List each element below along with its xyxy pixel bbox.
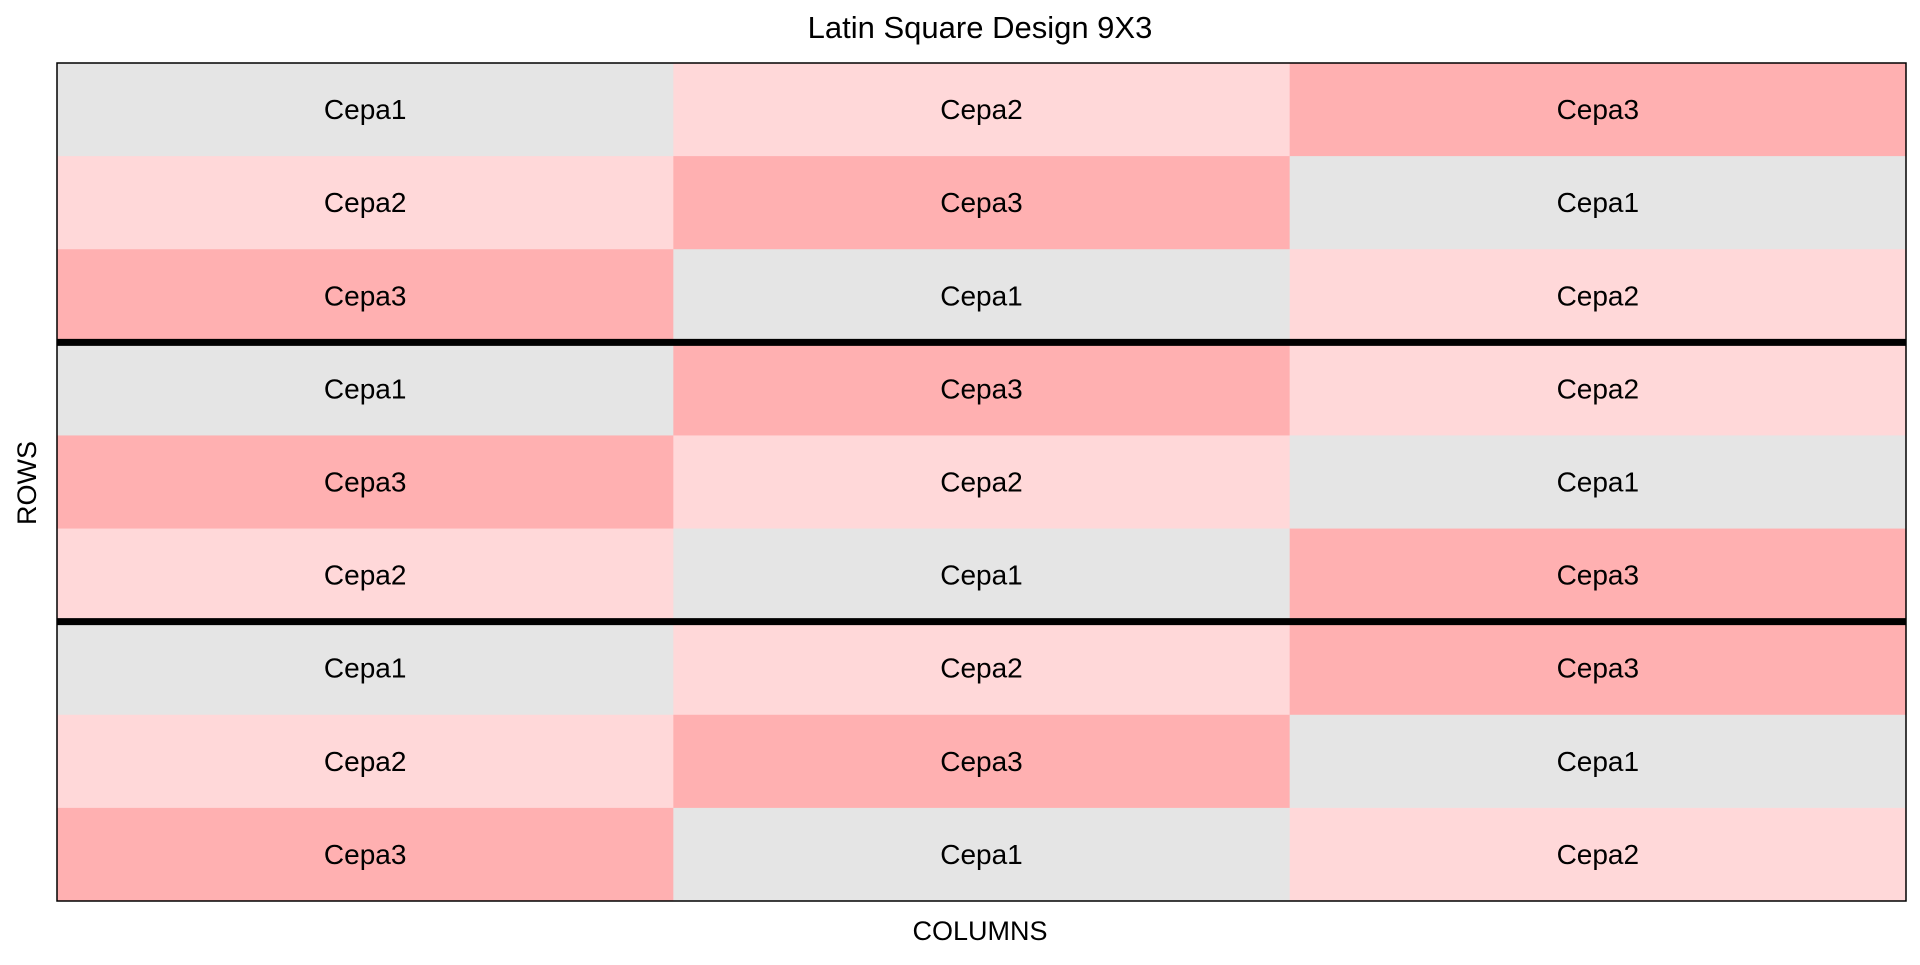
cell-label: Cepa1 (324, 94, 407, 125)
cell-fill (673, 528, 1291, 623)
cell-r5-c2: Cepa2 (673, 435, 1291, 530)
cell-r5-c3: Cepa1 (1289, 435, 1907, 530)
cell-fill (1289, 342, 1907, 436)
cell-r3-c2: Cepa1 (673, 249, 1291, 343)
cell-fill (673, 714, 1291, 809)
cell-label: Cepa3 (324, 467, 407, 498)
cells-layer: Cepa1 Cepa2 Cepa3 Cepa2 Cepa3 Cepa1 Cepa3 Cepa1… (57, 63, 1907, 902)
cell-label: Cepa3 (940, 373, 1023, 404)
cell-fill (1289, 714, 1907, 809)
cell-label: Cepa2 (324, 560, 407, 591)
cell-fill (1289, 528, 1907, 623)
cell-fill (673, 63, 1291, 157)
cell-r4-c2: Cepa3 (673, 342, 1291, 436)
cell-label: Cepa2 (1557, 373, 1640, 404)
cell-label: Cepa3 (940, 746, 1023, 777)
cell-label: Cepa3 (324, 839, 407, 870)
cell-label: Cepa2 (1557, 839, 1640, 870)
cell-fill (57, 63, 674, 157)
cell-label: Cepa1 (940, 560, 1023, 591)
cell-r8-c3: Cepa1 (1289, 714, 1907, 809)
cell-r4-c3: Cepa2 (1289, 342, 1907, 436)
cell-r1-c2: Cepa2 (673, 63, 1291, 157)
cell-fill (673, 156, 1291, 250)
cell-r6-c1: Cepa2 (57, 528, 674, 623)
cell-label: Cepa1 (940, 280, 1023, 311)
cell-fill (673, 621, 1291, 716)
cell-fill (1289, 156, 1907, 250)
y-axis-label: ROWS (12, 441, 42, 525)
cell-r6-c3: Cepa3 (1289, 528, 1907, 623)
cell-r9-c1: Cepa3 (57, 807, 674, 902)
cell-fill (57, 714, 674, 809)
cell-fill (673, 807, 1291, 902)
cell-r3-c1: Cepa3 (57, 249, 674, 343)
cell-fill (1289, 249, 1907, 343)
cell-r2-c2: Cepa3 (673, 156, 1291, 250)
cell-fill (1289, 435, 1907, 530)
cell-label: Cepa1 (324, 653, 407, 684)
x-axis-label: COLUMNS (912, 916, 1047, 946)
cell-r3-c3: Cepa2 (1289, 249, 1907, 343)
cell-label: Cepa1 (1557, 746, 1640, 777)
block-separators (57, 338, 1906, 626)
cell-fill (57, 807, 674, 902)
cell-fill (57, 342, 674, 436)
cell-r2-c3: Cepa1 (1289, 156, 1907, 250)
cell-r1-c3: Cepa3 (1289, 63, 1907, 157)
cell-fill (673, 342, 1291, 436)
cell-fill (1289, 807, 1907, 902)
cell-label: Cepa3 (1557, 560, 1640, 591)
cell-r9-c2: Cepa1 (673, 807, 1291, 902)
cell-r5-c1: Cepa3 (57, 435, 674, 530)
cell-fill (57, 621, 674, 716)
cell-label: Cepa2 (324, 187, 407, 218)
cell-r8-c2: Cepa3 (673, 714, 1291, 809)
cell-label: Cepa2 (940, 467, 1023, 498)
cell-label: Cepa2 (940, 94, 1023, 125)
cell-fill (673, 249, 1291, 343)
cell-fill (57, 528, 674, 623)
cell-r1-c1: Cepa1 (57, 63, 674, 157)
cell-label: Cepa2 (1557, 280, 1640, 311)
cell-r6-c2: Cepa1 (673, 528, 1291, 623)
cell-label: Cepa1 (1557, 467, 1640, 498)
cell-label: Cepa2 (940, 653, 1023, 684)
cell-label: Cepa3 (324, 280, 407, 311)
cell-r4-c1: Cepa1 (57, 342, 674, 436)
cell-label: Cepa1 (324, 373, 407, 404)
cell-r7-c1: Cepa1 (57, 621, 674, 716)
cell-label: Cepa2 (324, 746, 407, 777)
chart-title: Latin Square Design 9X3 (808, 10, 1153, 45)
cell-fill (673, 435, 1291, 530)
cell-label: Cepa3 (940, 187, 1023, 218)
cell-r9-c3: Cepa2 (1289, 807, 1907, 902)
cell-fill (57, 249, 674, 343)
cell-r7-c3: Cepa3 (1289, 621, 1907, 716)
cell-fill (1289, 621, 1907, 716)
cell-label: Cepa1 (1557, 187, 1640, 218)
cell-r8-c1: Cepa2 (57, 714, 674, 809)
cell-r7-c2: Cepa2 (673, 621, 1291, 716)
cell-label: Cepa1 (940, 839, 1023, 870)
cell-fill (1289, 63, 1907, 157)
cell-label: Cepa3 (1557, 94, 1640, 125)
panel-border (56, 62, 1907, 902)
cell-fill (57, 156, 674, 250)
cell-r2-c1: Cepa2 (57, 156, 674, 250)
cell-fill (57, 435, 674, 530)
cell-label: Cepa3 (1557, 653, 1640, 684)
